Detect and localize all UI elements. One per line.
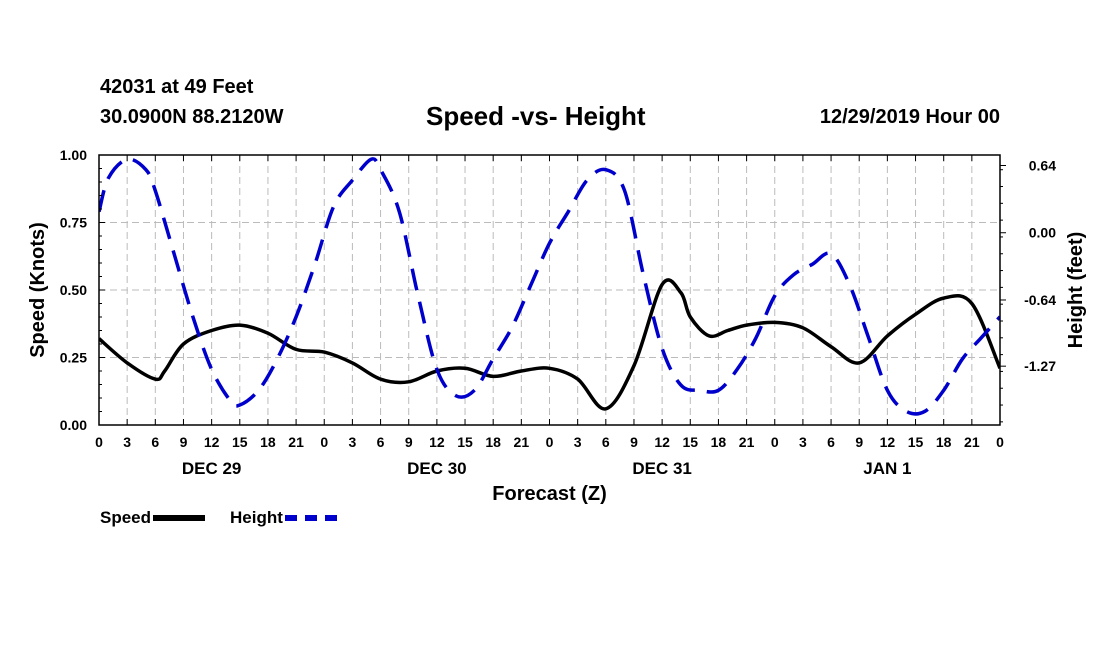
- x-tick-label: 9: [630, 434, 638, 450]
- x-tick-label: 6: [827, 434, 835, 450]
- legend-speed-swatch: [153, 515, 206, 521]
- y2-axis-title: Height (feet): [1065, 232, 1087, 349]
- x-tick-label: 12: [429, 434, 445, 450]
- x-tick-label: 6: [151, 434, 159, 450]
- legend-height: Height: [230, 508, 337, 528]
- legend-speed-label: Speed: [100, 508, 152, 527]
- x-tick-label: 12: [204, 434, 220, 450]
- series-line-speed: [99, 278, 1000, 411]
- x-tick-label: 3: [123, 434, 131, 450]
- x-tick-label: 18: [260, 434, 276, 450]
- y2-tick-label: -1.27: [1024, 358, 1056, 374]
- ticks: [98, 154, 1006, 426]
- station-label: 42031 at 49 Feet: [100, 76, 254, 98]
- x-tick-label: 0: [320, 434, 328, 450]
- day-label: DEC 31: [632, 459, 692, 478]
- x-tick-label: 18: [485, 434, 501, 450]
- y-tick-label: 0.50: [60, 282, 87, 298]
- series-group: [99, 157, 1000, 416]
- legend-height-label: Height: [230, 508, 283, 527]
- x-tick-label: 12: [654, 434, 670, 450]
- y-tick-label: 0.75: [60, 215, 87, 231]
- x-tick-label: 9: [180, 434, 188, 450]
- x-tick-label: 15: [682, 434, 698, 450]
- x-tick-label: 18: [936, 434, 952, 450]
- day-label: DEC 30: [407, 459, 467, 478]
- series-line-height: [99, 157, 1000, 416]
- grid: [99, 155, 1000, 425]
- x-tick-label: 3: [574, 434, 582, 450]
- x-tick-label: 21: [288, 434, 304, 450]
- datetime-label: 12/29/2019 Hour 00: [819, 106, 1000, 128]
- y-tick-label: 0.00: [60, 417, 87, 433]
- y2-tick-label: 0.00: [1029, 225, 1056, 241]
- x-tick-label: 6: [602, 434, 610, 450]
- chart-title: Speed -vs- Height: [426, 101, 646, 131]
- x-tick-label: 15: [457, 434, 473, 450]
- x-tick-label: 0: [546, 434, 554, 450]
- day-label: JAN 1: [863, 459, 911, 478]
- coordinates-label: 30.0900N 88.2120W: [100, 106, 284, 128]
- y2-tick-label: -0.64: [1024, 292, 1056, 308]
- x-tick-label: 18: [711, 434, 727, 450]
- legend-height-swatch: [284, 515, 337, 521]
- x-tick-label: 21: [739, 434, 755, 450]
- day-label: DEC 29: [182, 459, 242, 478]
- x-tick-label: 0: [996, 434, 1004, 450]
- x-tick-label: 3: [349, 434, 357, 450]
- y2-tick-label: 0.64: [1029, 158, 1056, 174]
- x-tick-label: 12: [880, 434, 896, 450]
- x-tick-label: 9: [855, 434, 863, 450]
- axis-labels: 0 3 6 9 12 15 18 21 0 3 6 9 12 15 18 21 0 3 6 9 12 15 18 21 0 3 6 9…: [60, 147, 1056, 478]
- y-axis-title: Speed (Knots): [27, 222, 49, 358]
- x-tick-label: 15: [232, 434, 248, 450]
- x-tick-label: 0: [95, 434, 103, 450]
- x-tick-label: 15: [908, 434, 924, 450]
- x-tick-label: 21: [964, 434, 980, 450]
- x-tick-label: 9: [405, 434, 413, 450]
- x-tick-label: 6: [377, 434, 385, 450]
- x-tick-label: 0: [771, 434, 779, 450]
- legend-speed: Speed: [100, 508, 206, 528]
- y-tick-label: 0.25: [60, 350, 87, 366]
- x-axis-title: Forecast (Z): [492, 483, 606, 505]
- x-tick-label: 21: [514, 434, 530, 450]
- x-tick-label: 3: [799, 434, 807, 450]
- y-tick-label: 1.00: [60, 147, 87, 163]
